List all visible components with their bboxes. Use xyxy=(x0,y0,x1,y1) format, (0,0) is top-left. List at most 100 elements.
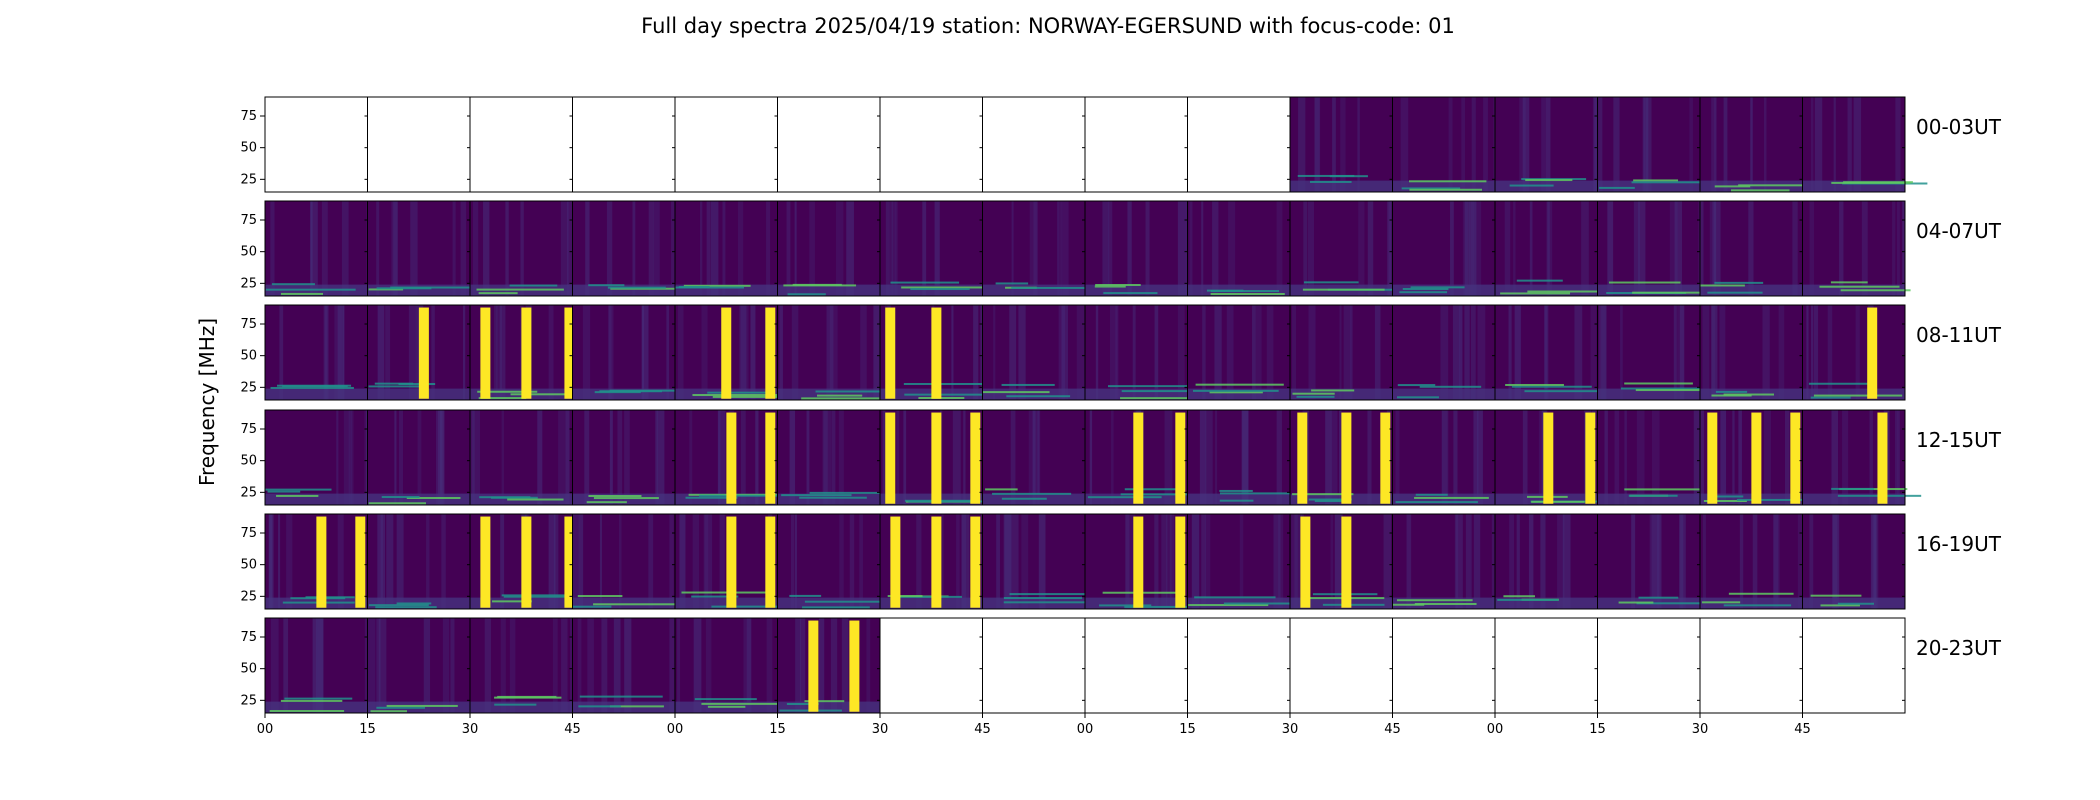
interference-line xyxy=(1392,603,1425,606)
spectrum-texture xyxy=(790,514,795,609)
interference-line xyxy=(509,284,558,287)
radio-burst xyxy=(721,307,732,399)
spectrum-panel xyxy=(982,617,1086,714)
panel-frame xyxy=(1802,96,1906,193)
spectrum-background xyxy=(1085,305,1188,400)
interference-line xyxy=(1011,286,1090,289)
radio-burst xyxy=(521,307,532,399)
interference-line xyxy=(1297,174,1355,177)
spectrum-texture xyxy=(894,201,898,296)
lowband-noise xyxy=(982,284,1085,296)
spectrum-texture xyxy=(791,305,799,400)
interference-line xyxy=(491,600,532,603)
empty-panel xyxy=(572,97,675,192)
spectrum-texture xyxy=(692,514,700,609)
spectrum-texture xyxy=(1374,305,1381,400)
spectrum-texture xyxy=(1869,410,1873,505)
spectrum-texture xyxy=(632,201,636,296)
spectrum-panel xyxy=(1802,513,1906,610)
lowband-noise xyxy=(880,284,983,296)
x-tick-label: 45 xyxy=(1794,722,1811,737)
spectrum-texture xyxy=(1330,514,1334,609)
interference-line xyxy=(1810,396,1851,399)
spectrum-texture xyxy=(941,514,944,609)
interference-line xyxy=(1631,181,1715,184)
spectrum-texture xyxy=(794,514,797,609)
spectrum-texture xyxy=(1810,97,1814,192)
spectrum-panel xyxy=(1494,200,1602,297)
spectrum-texture xyxy=(269,514,273,609)
interference-line xyxy=(271,283,315,286)
spectrum-texture xyxy=(472,410,481,505)
spectrum-texture xyxy=(1636,410,1645,505)
spectrum-texture xyxy=(337,514,344,609)
interference-line xyxy=(781,494,852,497)
spectrum-texture xyxy=(565,410,570,505)
spectrum-panel xyxy=(674,409,781,506)
spectrum-texture xyxy=(394,410,397,505)
spectrum-texture xyxy=(398,410,404,505)
y-tick-label: 75 xyxy=(240,317,257,332)
row-16-19UT: 16-19UT 25 50 75 xyxy=(240,513,2002,610)
radio-burst xyxy=(1543,412,1554,504)
spectrum-panel xyxy=(1084,304,1213,401)
row-04-07UT: 04-07UT 25 50 75 xyxy=(240,200,2002,297)
spectrum-texture xyxy=(1599,305,1606,400)
spectrum-texture xyxy=(431,305,435,400)
spectrum-texture xyxy=(452,201,456,296)
interference-line xyxy=(368,502,426,505)
spectrum-texture xyxy=(1314,97,1321,192)
interference-line xyxy=(904,393,997,396)
spectrum-texture xyxy=(1061,305,1068,400)
spectrum-texture xyxy=(269,514,274,609)
radio-burst xyxy=(885,412,896,504)
spectrum-panel xyxy=(469,513,582,610)
spectrum-texture xyxy=(1032,410,1040,505)
spectrum-panel xyxy=(469,200,574,297)
spectrum-background xyxy=(982,201,1085,296)
spectrum-texture xyxy=(377,514,386,609)
spectrum-texture xyxy=(1450,201,1454,296)
radio-burst xyxy=(970,412,981,504)
spectrum-texture xyxy=(417,410,422,505)
interference-line xyxy=(1700,284,1745,287)
spectrum-texture xyxy=(1870,514,1877,609)
interference-line xyxy=(1209,391,1263,394)
spectrum-panel xyxy=(1699,200,1803,297)
interference-line xyxy=(1618,601,1654,604)
interference-line xyxy=(1703,499,1747,502)
empty-panel xyxy=(982,618,1085,713)
panel-grid: 00-03UT25507504-07UT25507508-11UT2550751… xyxy=(240,96,2002,714)
spectrum-panel xyxy=(879,200,987,297)
spectrum-texture xyxy=(1809,201,1815,296)
interference-line xyxy=(992,492,1072,495)
interference-line xyxy=(1302,288,1385,291)
spectrum-texture xyxy=(1062,201,1069,296)
spectrum-texture xyxy=(624,410,630,505)
lowband-noise xyxy=(572,388,675,400)
row-label: 12-15UT xyxy=(1916,428,2002,452)
spectrum-texture xyxy=(337,305,345,400)
spectrum-texture xyxy=(1809,514,1814,609)
spectrum-texture xyxy=(1473,514,1481,609)
spectrum-texture xyxy=(963,410,966,505)
spectrum-texture xyxy=(343,410,350,505)
spectrum-texture xyxy=(1038,514,1046,609)
spectrum-panel xyxy=(1084,513,1205,610)
lowband-noise xyxy=(777,493,880,505)
spectrum-texture xyxy=(1129,514,1136,609)
spectrum-panel xyxy=(1802,304,1906,401)
spectrum-texture xyxy=(1689,97,1693,192)
interference-line xyxy=(683,284,751,287)
interference-line xyxy=(707,391,767,394)
interference-line xyxy=(1701,601,1741,604)
panel-frame xyxy=(1802,304,1906,401)
radio-burst xyxy=(521,516,532,608)
spectrum-panel xyxy=(572,96,676,193)
spectrum-texture xyxy=(1633,201,1640,296)
spectrum-texture xyxy=(1702,514,1706,609)
spectrum-texture xyxy=(1334,514,1343,609)
spectrum-texture xyxy=(606,201,613,296)
spectrum-texture xyxy=(1638,201,1646,296)
interference-line xyxy=(507,498,564,501)
